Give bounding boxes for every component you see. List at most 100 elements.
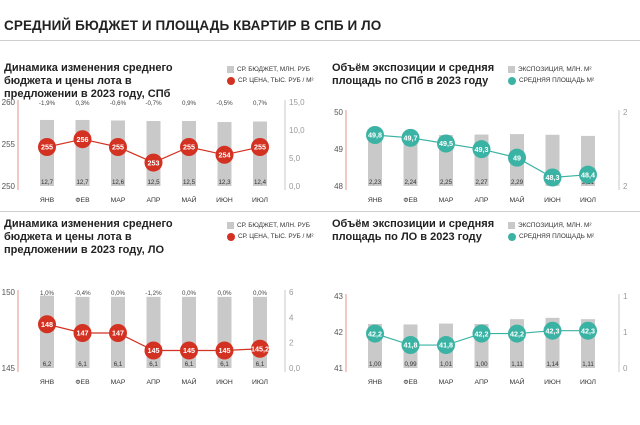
title-rule [0,40,640,41]
bar-value-label: 12,6 [112,179,125,186]
line-point [472,140,491,159]
legend-dot-swatch [227,76,235,85]
month-label: ИЮЛ [580,379,596,386]
line-point-label: 253 [148,158,160,167]
change-pct-label: 1,0% [40,290,55,297]
right-tick-label: 1 [623,328,628,337]
month-label: ИЮН [216,197,233,204]
month-label: АПР [475,197,489,204]
legend-dot-swatch [227,232,235,241]
month-label: ЯНВ [368,197,383,204]
line-point [144,153,163,172]
chart-legend: СР. БЮДЖЕТ, МЛН. РУБ СР. ЦЕНА, ТЫС. РУБ … [227,220,314,242]
line-point-label: 49,5 [439,139,453,148]
month-label: ИЮЛ [252,379,268,386]
legend-label-bar: ЭКСПОЗИЦИЯ, МЛН. М² [518,222,592,229]
legend-item-bar: СР. БЮДЖЕТ, МЛН. РУБ [227,220,314,231]
bar-value-label: 6,1 [149,361,158,368]
month-label: АПР [147,379,161,386]
legend-item-line: СР. ЦЕНА, ТЫС. РУБ / М² [227,231,314,242]
legend-bar-swatch [508,66,515,73]
bar-value-label: 12,7 [76,179,89,186]
bar-value-label: 1,00 [369,361,382,368]
chart-legend: ЭКСПОЗИЦИЯ, МЛН. М² СРЕДНЯЯ ПЛОЩАДЬ М² [508,64,594,86]
bar-value-label: 6,1 [220,361,229,368]
bar-value-label: 6,1 [256,361,265,368]
line-point [366,324,384,343]
month-label: ИЮН [544,197,561,204]
left-tick-label: 48 [334,182,343,191]
month-label: АПР [475,379,489,386]
bar-value-label: 12,4 [254,179,267,186]
bar-value-label: 2,25 [440,179,453,186]
bar-value-label: 12,7 [41,179,54,186]
line-point [73,324,92,342]
chart-legend: СР. БЮДЖЕТ, МЛН. РУБ СР. ЦЕНА, ТЫС. РУБ … [227,64,314,86]
bar-value-label: 12,3 [218,179,231,186]
line-point-label: 255 [254,143,266,152]
month-label: ИЮЛ [580,197,596,204]
line-point [401,128,420,147]
line-point-label: 145 [183,346,195,355]
legend-dot-swatch [508,76,516,85]
chart-legend: ЭКСПОЗИЦИЯ, МЛН. М² СРЕДНЯЯ ПЛОЩАДЬ М² [508,220,594,242]
chart-panel-lo-exposure: Объём экспозиции и средняя площадь по ЛО… [332,218,638,388]
right-tick-label: 2 [623,182,628,191]
bar-value-label: 1,00 [475,361,488,368]
month-label: ЯНВ [368,379,383,386]
month-label: МАЙ [181,195,196,204]
line-point-label: 254 [219,151,231,160]
line-point [251,339,269,358]
line-point-label: 42,3 [546,326,560,335]
legend-label-line: СР. ЦЕНА, ТЫС. РУБ / М² [238,77,314,84]
line-point-label: 255 [183,143,195,152]
bar-value-label: 12,5 [147,179,160,186]
change-pct-label: 0,0% [253,290,268,297]
right-tick-label: 2 [623,108,628,117]
month-label: МАЙ [509,377,524,386]
right-tick-label: 1 [623,292,628,301]
line-point [109,138,127,156]
change-pct-label: 0,9% [182,100,197,107]
line-point-label: 42,2 [510,329,524,338]
month-label: ФЕВ [403,197,418,204]
left-tick-label: 43 [334,292,343,301]
bar-value-label: 12,5 [183,179,196,186]
legend-label-line: СРЕДНЯЯ ПЛОЩАДЬ М² [519,77,595,84]
bar-апр [146,121,161,186]
line-point [543,168,562,187]
legend-bar-swatch [227,66,234,73]
bar-value-label: 2,24 [404,179,417,186]
line-point-label: 48,3 [546,173,560,182]
bar-фев [75,119,90,186]
left-tick-label: 50 [334,108,343,117]
right-tick-label: 15,0 [289,98,305,107]
line-point-label: 255 [41,143,53,152]
line-point [109,324,127,342]
line-point-label: 147 [112,329,124,338]
month-label: ФЕВ [403,379,418,386]
page-title: СРЕДНИЙ БЮДЖЕТ И ПЛОЩАДЬ КВАРТИР В СПБ И… [4,18,382,33]
legend-item-line: СР. ЦЕНА, ТЫС. РУБ / М² [227,75,314,86]
right-tick-label: 0,0 [289,182,301,191]
bar-value-label: 1,11 [511,361,523,368]
bar-value-label: 0,99 [404,361,417,368]
line-point [144,341,163,360]
bar-value-label: 1,11 [582,361,594,368]
line-point [579,165,597,184]
month-label: ИЮЛ [252,197,268,204]
chart-title: Объём экспозиции и средняя площадь по СП… [332,62,495,87]
chart-panel-lo-budget: Динамика изменения среднего бюджета и це… [2,218,314,388]
legend-item-line: СРЕДНЯЯ ПЛОЩАДЬ М² [508,75,594,86]
change-pct-label: -1,2% [145,290,162,297]
change-pct-label: 0,3% [75,100,90,107]
chart-svg: 43 42 41 1 1 0 1,00 ЯНВ 0,99 ФЕВ 1,01 МАР 1,00 АПР 1,1… [334,292,628,386]
left-tick-label: 41 [334,364,343,373]
line-point-label: 255 [112,143,124,152]
legend-label-bar: СР. БЮДЖЕТ, МЛН. РУБ [237,66,310,73]
left-tick-label: 145 [2,364,16,373]
change-pct-label: -0,4% [74,290,91,297]
change-pct-label: 0,7% [253,100,268,107]
legend-label-line: СР. ЦЕНА, ТЫС. РУБ / М² [238,233,314,240]
chart-title: Динамика изменения среднего бюджета и це… [4,218,173,256]
